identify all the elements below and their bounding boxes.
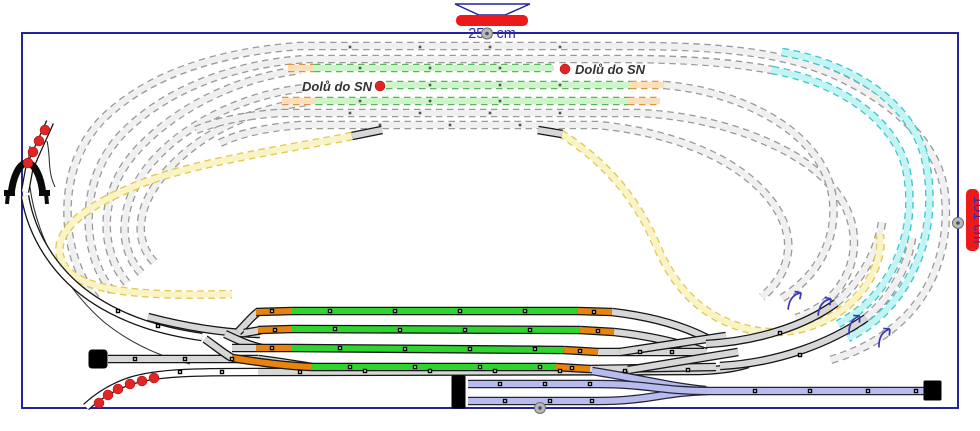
siding-tracks[interactable] bbox=[468, 366, 924, 406]
ruler-funnel-icon bbox=[454, 3, 531, 16]
hidden-incline-tracks[interactable] bbox=[55, 129, 885, 337]
descend-note-label: Dolů do SN bbox=[575, 62, 646, 77]
transition-tracks[interactable] bbox=[351, 125, 563, 141]
rail-joints bbox=[115, 45, 919, 404]
handle-right bbox=[952, 217, 964, 229]
ruler-bar bbox=[966, 189, 979, 251]
annotation-descend-left[interactable]: Dolů do SN bbox=[302, 79, 386, 94]
buffer-stop-siding-left bbox=[451, 375, 466, 409]
baseboard-handles[interactable] bbox=[481, 27, 964, 414]
descend-note-label: Dolů do SN bbox=[302, 79, 373, 94]
station-tracks[interactable] bbox=[232, 306, 615, 374]
handle-bottom bbox=[534, 402, 546, 414]
descend-dot-icon bbox=[374, 80, 386, 92]
gradient-marker-dots bbox=[22, 124, 160, 409]
handle-top bbox=[481, 27, 493, 40]
dimension-label-right: 101 cm bbox=[970, 196, 980, 244]
buffer-stop-siding-right bbox=[923, 380, 942, 401]
hidden-upper-level-tracks[interactable] bbox=[771, 47, 934, 342]
buffer-stop-left bbox=[88, 349, 108, 369]
annotation-descend-right[interactable]: Dolů do SN bbox=[559, 62, 646, 77]
ruler-bar bbox=[456, 15, 528, 26]
buffer-stops[interactable] bbox=[88, 349, 942, 409]
level-change-arrows bbox=[787, 290, 891, 348]
descend-dot-icon bbox=[559, 63, 571, 75]
station-throat-right[interactable] bbox=[589, 299, 869, 375]
hidden-staging-yard[interactable] bbox=[282, 63, 664, 106]
dimension-ruler-right[interactable]: 101 cm bbox=[966, 189, 980, 251]
tunnel-edge-sketch-2 bbox=[46, 140, 56, 188]
